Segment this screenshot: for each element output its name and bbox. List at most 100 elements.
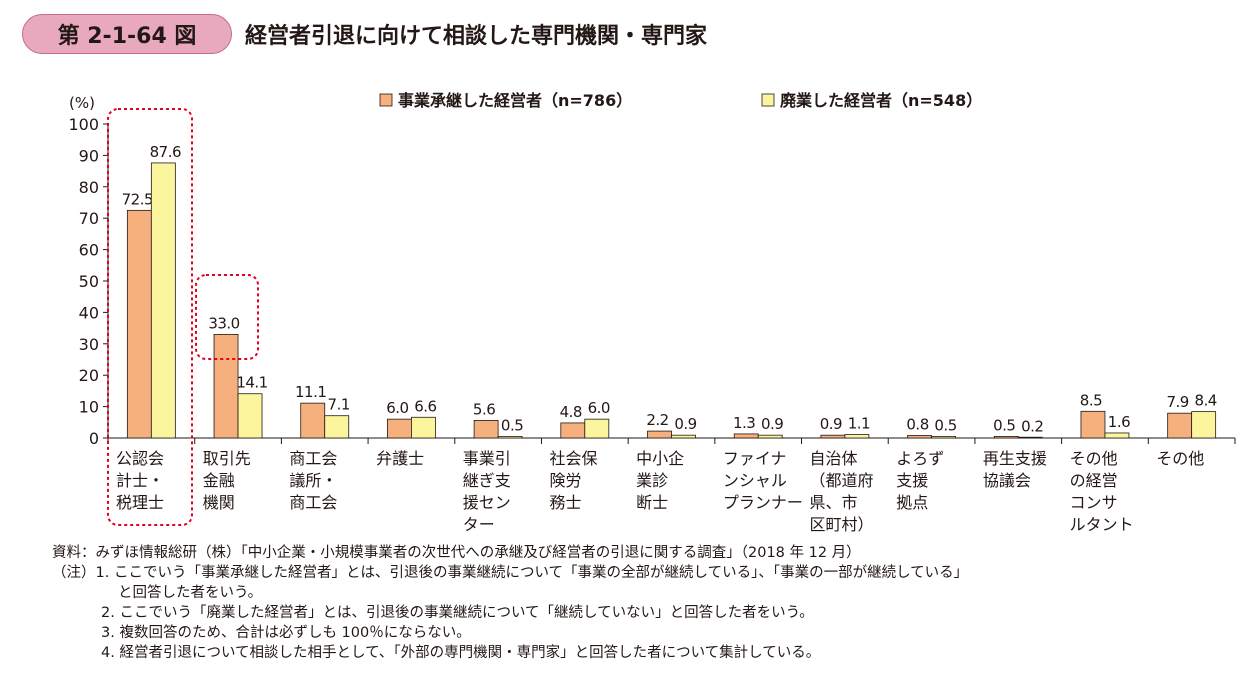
data-label: 72.5 xyxy=(122,190,153,208)
x-tick-label: コンサ xyxy=(1070,493,1118,512)
x-tick-label: 援セン xyxy=(463,493,511,512)
data-label: 1.3 xyxy=(733,414,755,432)
y-tick-label: 80 xyxy=(79,178,99,197)
bar xyxy=(584,418,610,439)
bar xyxy=(150,162,176,439)
bar xyxy=(844,434,870,439)
data-label: 8.5 xyxy=(1080,391,1102,409)
x-tick-label: 議所・ xyxy=(289,471,337,490)
legend-swatch xyxy=(761,93,775,107)
y-tick-label: 100 xyxy=(68,115,99,134)
data-label: 6.0 xyxy=(386,399,408,417)
figure-title: 経営者引退に向けて相談した専門機関・専門家 xyxy=(245,24,708,49)
y-axis-unit-label: (%) xyxy=(69,94,95,112)
x-tick-label: よろず xyxy=(896,449,944,468)
x-tick-label: 県、市 xyxy=(810,493,858,512)
bar xyxy=(733,433,759,439)
x-tick-label: 支援 xyxy=(896,471,928,490)
x-tick-label: の経営 xyxy=(1070,471,1118,490)
x-tick-label: 商工会 xyxy=(289,493,337,512)
bar xyxy=(126,209,152,439)
bar xyxy=(1191,411,1217,439)
bar xyxy=(757,434,783,439)
data-label: 7.9 xyxy=(1166,393,1188,411)
bar xyxy=(560,422,586,439)
x-tick-label: 協議会 xyxy=(983,471,1031,490)
x-tick-label: ファイナ xyxy=(723,449,787,468)
x-tick-label: 区町村） xyxy=(810,515,874,534)
x-tick-label: 務士 xyxy=(549,493,581,512)
source-note: 資料：みずほ情報総研（株）「中小企業・小規模事業者の次世代への承継及び経営者の引… xyxy=(52,545,861,561)
bar xyxy=(931,436,956,439)
y-tick-label: 90 xyxy=(79,146,99,165)
y-tick-label: 50 xyxy=(79,272,99,291)
data-label: 6.0 xyxy=(588,399,610,417)
x-tick-label: その他 xyxy=(1070,449,1118,468)
data-label: 1.1 xyxy=(848,415,870,433)
legend-label: 廃業した経営者（n=548） xyxy=(780,91,982,110)
x-tick-label: 取引先 xyxy=(203,449,251,468)
y-tick-label: 30 xyxy=(79,335,99,354)
data-label: 6.6 xyxy=(414,397,436,415)
bar xyxy=(237,393,263,439)
legend-label: 事業承継した経営者（n=786） xyxy=(398,91,632,110)
data-label: 14.1 xyxy=(236,374,267,392)
data-label: 0.9 xyxy=(820,415,842,433)
bar xyxy=(300,402,326,439)
data-label: 0.9 xyxy=(761,415,783,433)
bar xyxy=(324,415,350,439)
y-tick-label: 70 xyxy=(79,209,99,228)
x-tick-label: 継ぎ支 xyxy=(463,471,511,490)
x-tick-label: ルタント xyxy=(1070,515,1134,534)
note-1-continued: と回答した者をいう。 xyxy=(118,585,263,601)
x-tick-label: その他 xyxy=(1156,449,1204,468)
data-label: 1.6 xyxy=(1108,413,1130,431)
figure-number: 第 2-1-64 図 xyxy=(57,24,197,49)
data-label: 5.6 xyxy=(473,400,495,418)
data-label: 4.8 xyxy=(560,403,582,421)
bar-chart: (%) 0 10 20 30 40 50 60 70 80 90 100 72.5 33.0 11.1 6.0… xyxy=(68,91,1236,534)
data-label: 2.2 xyxy=(646,411,668,429)
y-tick-label: 0 xyxy=(89,429,99,448)
bar xyxy=(1167,412,1193,439)
data-label: 0.5 xyxy=(993,416,1015,434)
bar xyxy=(1104,432,1130,439)
data-label: 87.6 xyxy=(150,143,181,161)
x-tick-label: ンシャル xyxy=(723,471,787,490)
data-label: 8.4 xyxy=(1194,392,1216,410)
bar xyxy=(907,435,932,439)
y-tick-label: 40 xyxy=(79,303,99,322)
bar xyxy=(387,418,412,439)
note-4: 4. 経営者引退について相談した相手として、「外部の専門機関・専門家」と回答した… xyxy=(101,645,821,661)
bar xyxy=(411,416,436,439)
bar xyxy=(213,333,239,439)
x-tick-label: ター xyxy=(463,515,495,534)
data-label: 0.8 xyxy=(906,415,928,433)
y-tick-label: 60 xyxy=(79,241,99,260)
data-label: 7.1 xyxy=(328,396,350,414)
x-tick-label: 事業引 xyxy=(463,449,511,468)
data-label: 0.5 xyxy=(934,416,956,434)
bar xyxy=(993,436,1019,439)
highlight-box-2 xyxy=(195,274,259,360)
x-tick-label: 計士・ xyxy=(116,471,164,490)
data-label: 0.5 xyxy=(501,416,523,434)
note-1: （注）1. ここでいう「事業承継した経営者」とは、引退後の事業継続について「事業… xyxy=(52,565,969,581)
note-3: 3. 複数回答のため、合計は必ずしも 100％にならない。 xyxy=(101,625,471,641)
bar xyxy=(473,420,499,439)
figure-number-badge: 第 2-1-64 図 xyxy=(22,14,232,54)
x-tick-label: 公認会 xyxy=(116,449,164,468)
y-tick-label: 20 xyxy=(79,366,99,385)
note-2: 2. ここでいう「廃業した経営者」とは、引退後の事業継続について「継続していない… xyxy=(101,605,814,621)
x-tick-label: 再生支援 xyxy=(983,449,1047,468)
data-label: 33.0 xyxy=(208,314,239,332)
x-tick-label: 自治体 xyxy=(810,449,858,468)
x-tick-label: 社会保 xyxy=(549,449,597,468)
bar xyxy=(820,434,846,439)
x-tick-label: 税理士 xyxy=(116,493,164,512)
bar xyxy=(671,434,696,439)
x-tick-label: 金融 xyxy=(203,471,235,490)
x-tick-label: 機関 xyxy=(203,493,235,512)
data-label: 0.2 xyxy=(1021,417,1043,435)
bar xyxy=(497,436,523,439)
